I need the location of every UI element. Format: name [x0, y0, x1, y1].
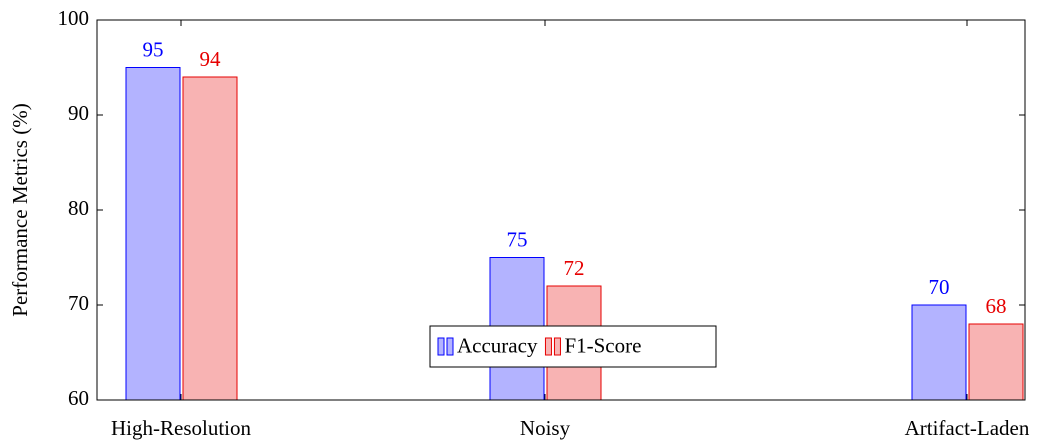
- y-tick-label: 70: [68, 291, 89, 315]
- bar: [911, 304, 967, 401]
- legend-swatch: [437, 337, 445, 356]
- legend-box: [429, 325, 717, 368]
- data-label: 72: [564, 256, 585, 280]
- data-label: 95: [143, 37, 164, 61]
- legend-swatch: [544, 337, 552, 356]
- legend: Accuracy F1-Score: [429, 325, 717, 368]
- y-tick-label: 60: [68, 386, 89, 410]
- y-tick-label: 100: [58, 6, 90, 30]
- data-label: 75: [507, 227, 528, 251]
- bar: [968, 323, 1024, 401]
- data-label: 68: [986, 294, 1007, 318]
- data-label: 94: [200, 47, 222, 71]
- legend-swatch: [553, 337, 561, 356]
- legend-label: Accuracy: [457, 333, 538, 357]
- bar: [182, 76, 238, 401]
- y-tick-label: 80: [68, 196, 89, 220]
- x-tick-label: Artifact-Laden: [905, 416, 1030, 440]
- data-label: 70: [929, 275, 950, 299]
- y-tick-label: 90: [68, 101, 89, 125]
- y-axis-label: Performance Metrics (%): [8, 103, 32, 316]
- x-tick-label: Noisy: [520, 416, 571, 440]
- x-tick-label: High-Resolution: [111, 416, 251, 440]
- legend-label: F1-Score: [564, 333, 641, 357]
- legend-swatch: [446, 337, 454, 356]
- plot-frame: [96, 19, 1026, 401]
- bar: [125, 67, 181, 401]
